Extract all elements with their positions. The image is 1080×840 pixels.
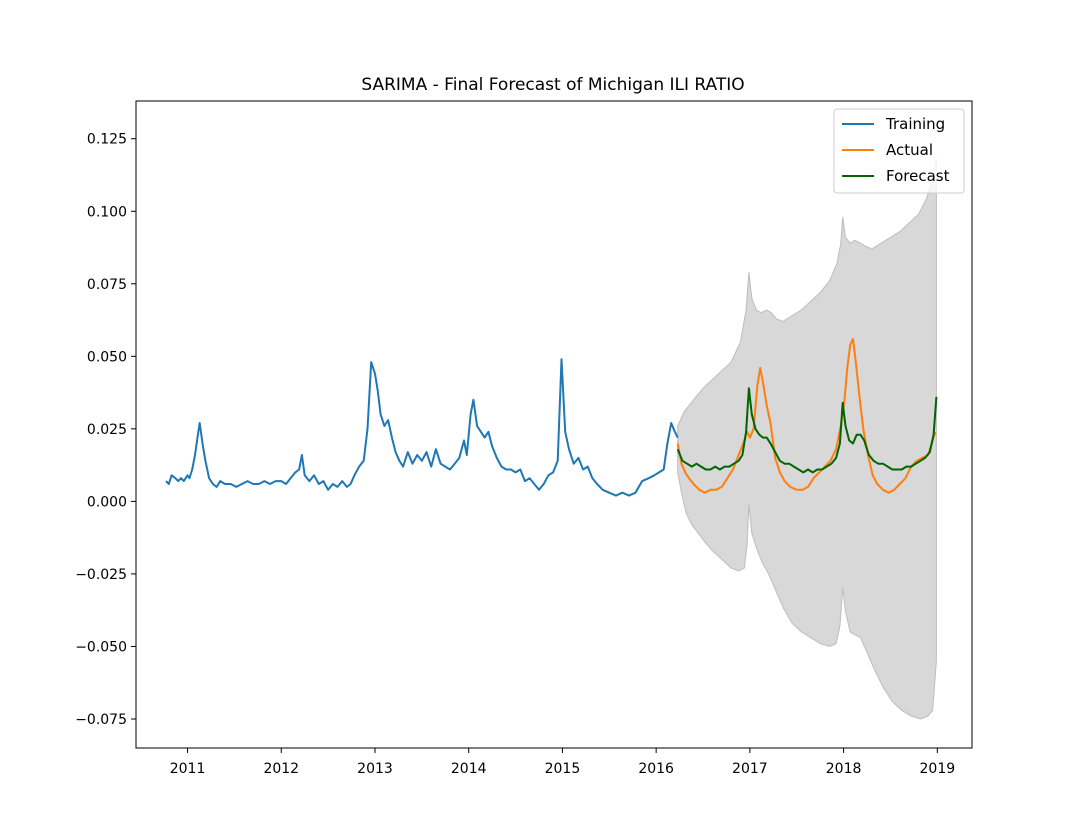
x-tick-label: 2012	[263, 761, 299, 777]
legend-label-forecast: Forecast	[886, 167, 950, 185]
y-tick-label: 0.025	[87, 422, 127, 438]
series-line-actual	[676, 337, 937, 494]
y-tick-label: 0.000	[87, 494, 127, 510]
y-axis: −0.075 −0.050 −0.025 0.000 0.025 0.050 0.075 0.…	[75, 132, 136, 728]
y-tick-label: −0.075	[75, 712, 127, 728]
legend: Training Actual Forecast	[833, 108, 965, 194]
x-tick-label: 2011	[170, 761, 206, 777]
x-tick-label: 2013	[357, 761, 393, 777]
series-layer	[165, 337, 938, 497]
x-axis: 2011 2012 2013 2014 2015 2016 2017 2018 2019	[170, 748, 955, 777]
x-tick-label: 2015	[545, 761, 581, 777]
confidence-band	[677, 158, 937, 720]
plot-frame	[135, 100, 973, 749]
x-tick-label: 2018	[826, 761, 862, 777]
y-tick-label: 0.075	[87, 277, 127, 293]
y-tick-label: 0.125	[87, 132, 127, 148]
y-tick-label: −0.050	[75, 639, 127, 655]
x-tick-label: 2019	[920, 761, 956, 777]
y-tick-label: 0.050	[87, 349, 127, 365]
legend-label-actual: Actual	[886, 141, 933, 159]
series-line-training	[165, 358, 679, 497]
y-tick-label: −0.025	[75, 567, 127, 583]
x-tick-label: 2014	[451, 761, 487, 777]
legend-box	[833, 108, 965, 194]
y-tick-label: 0.100	[87, 204, 127, 220]
x-tick-label: 2016	[638, 761, 674, 777]
confidence-band-layer	[677, 158, 937, 720]
chart-title: SARIMA - Final Forecast of Michigan ILI …	[361, 75, 744, 95]
x-tick-label: 2017	[732, 761, 768, 777]
legend-label-training: Training	[885, 115, 945, 133]
series-line-forecast	[676, 387, 938, 474]
